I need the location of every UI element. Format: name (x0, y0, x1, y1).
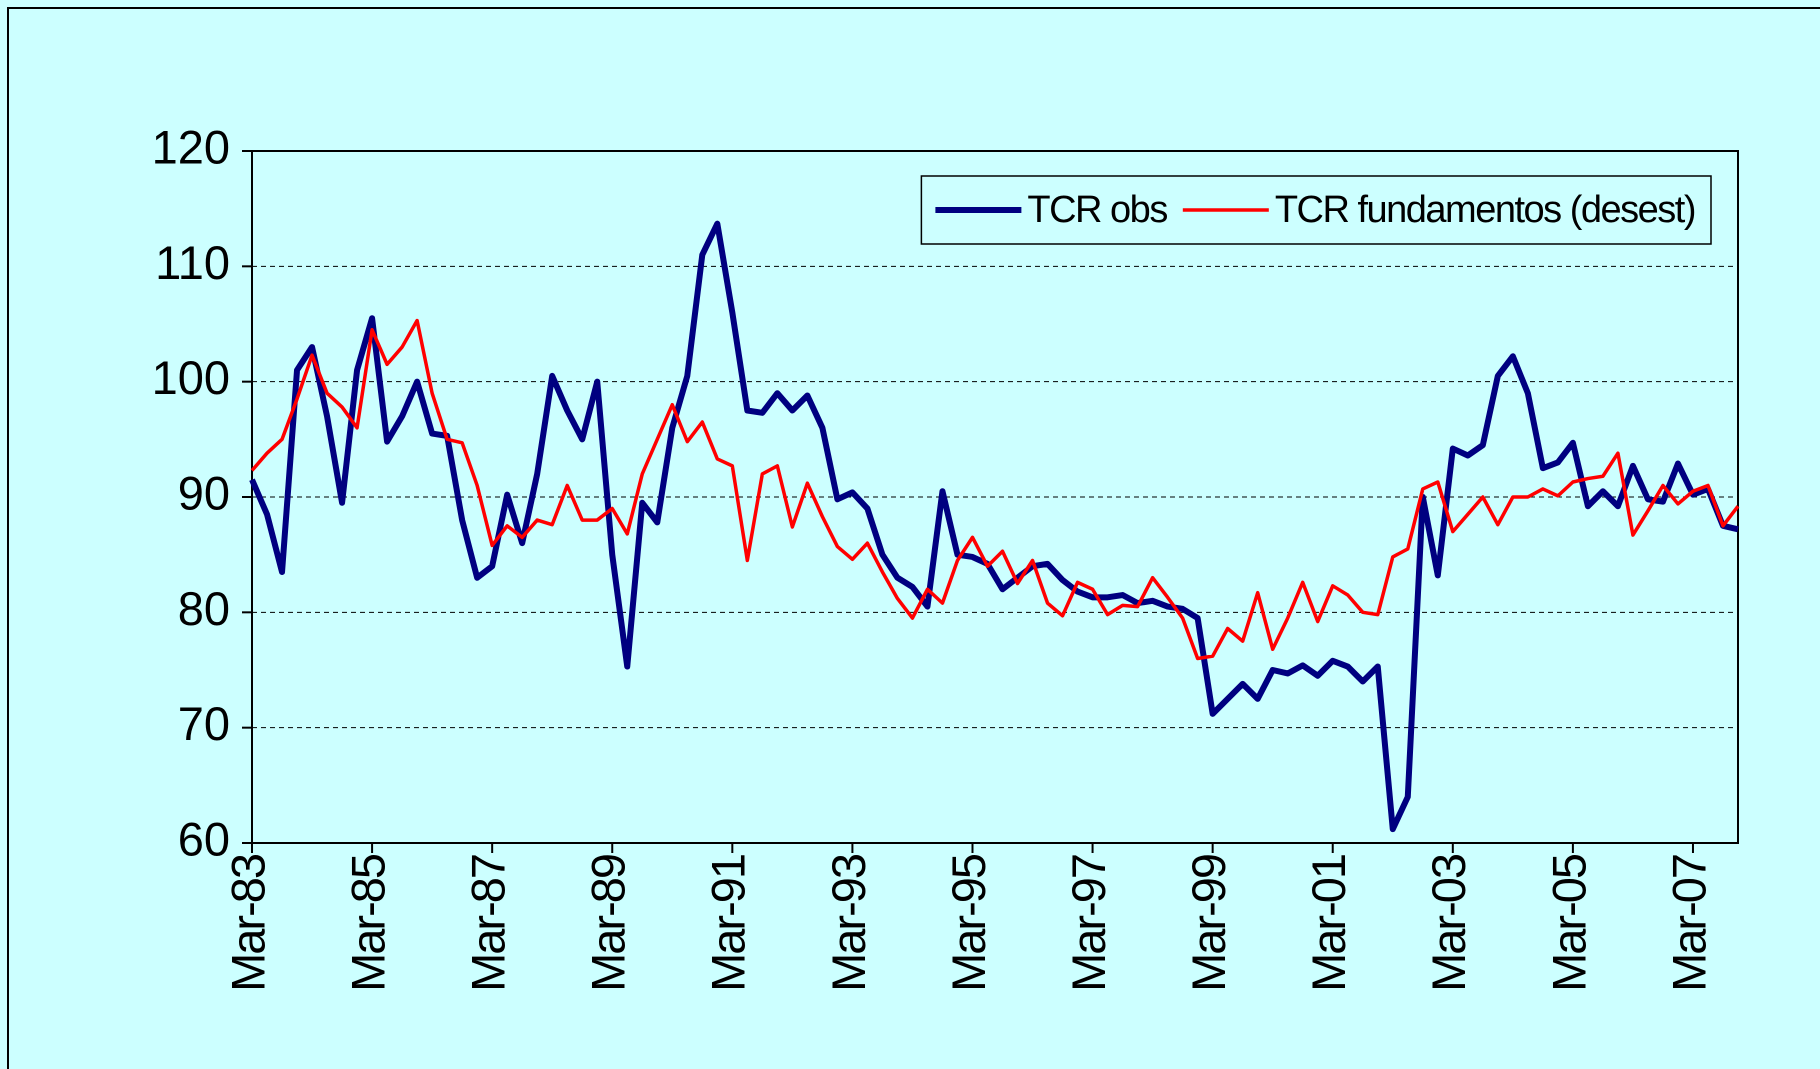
x-tick-label: Mar-95 (942, 854, 995, 992)
x-tick-label: Mar-91 (702, 855, 755, 992)
y-tick-label: 90 (178, 466, 230, 519)
y-tick-label: 70 (178, 697, 230, 750)
y-tick-label: 60 (178, 812, 230, 865)
legend-box (920, 175, 1712, 245)
x-tick-label: Mar-05 (1542, 854, 1595, 992)
x-tick-label: Mar-07 (1662, 855, 1715, 992)
x-tick-label: Mar-03 (1422, 854, 1475, 992)
x-tick-label: Mar-85 (342, 854, 395, 992)
plot-border (251, 150, 1739, 844)
x-tick-label: Mar-89 (582, 855, 635, 992)
legend-label: TCR obs (1027, 189, 1167, 231)
y-tick-label: 110 (155, 236, 230, 289)
x-tick-label: Mar-93 (822, 854, 875, 992)
x-tick-label: Mar-87 (462, 855, 515, 992)
x-tick-label: Mar-83 (221, 854, 274, 992)
y-tick-label: 120 (152, 120, 230, 173)
y-tick-label: 100 (152, 351, 230, 404)
series-line (249, 220, 1739, 833)
x-tick-label: Mar-97 (1062, 855, 1115, 992)
legend: TCR obs TCR fundamentos (desest) (920, 175, 1712, 245)
y-tick-label: 80 (178, 582, 230, 635)
legend-label: TCR fundamentos (desest) (1275, 189, 1695, 231)
series-line (250, 318, 1740, 661)
x-tick-label: Mar-99 (1182, 855, 1235, 992)
x-tick-label: Mar-01 (1302, 855, 1355, 992)
